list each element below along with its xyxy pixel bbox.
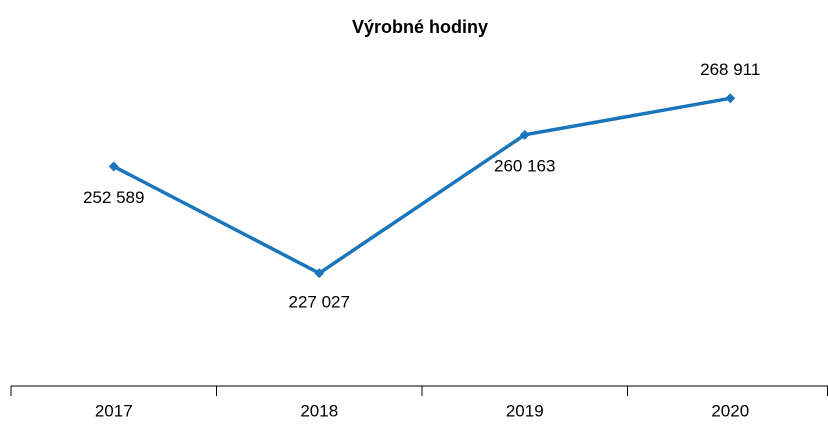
x-tick-label: 2020 [711,401,749,420]
marker [108,161,119,172]
data-label: 260 163 [494,156,555,175]
data-label: 252 589 [83,188,144,207]
x-tick-label: 2017 [95,401,133,420]
marker [725,93,736,104]
marker [314,268,325,279]
line [112,96,731,276]
chart-title: Výrobné hodiny [352,17,488,37]
x-tick-label: 2019 [506,401,544,420]
marker [519,129,530,140]
data-label: 268 911 [700,60,760,79]
x-tick-label: 2018 [300,401,338,420]
data-label: 227 027 [289,293,350,312]
